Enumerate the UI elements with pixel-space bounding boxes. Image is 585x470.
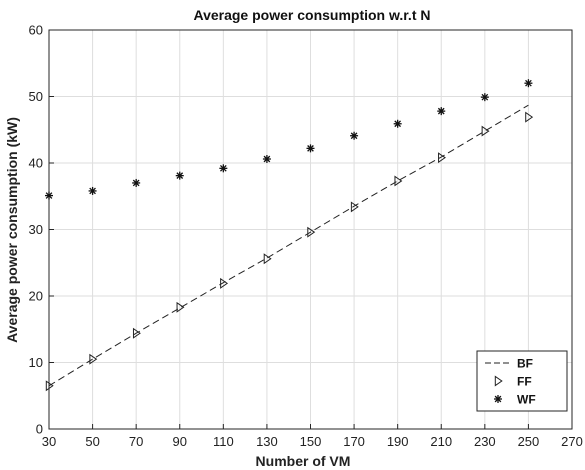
y-tick-label: 40 (29, 156, 43, 171)
x-axis: 30 50 70 90 110 130 150 170 190 210 230 250 270 (42, 424, 583, 449)
y-tick-label: 60 (29, 23, 43, 38)
series-wf-point (132, 178, 141, 187)
series-ff-point (394, 175, 403, 187)
legend-wf-swatch (494, 395, 502, 403)
x-axis-title: Number of VM (256, 453, 351, 469)
x-tick-label: 230 (474, 434, 496, 449)
series-layer (45, 79, 534, 392)
series-ff-point (45, 380, 54, 392)
series-ff-point (481, 125, 490, 137)
x-tick-label: 30 (42, 434, 56, 449)
series-wf-point (306, 144, 315, 153)
legend-box (476, 350, 568, 412)
x-tick-label: 150 (300, 434, 322, 449)
y-tick-label: 20 (29, 289, 43, 304)
x-tick-label: 250 (518, 434, 540, 449)
x-tick-label: 130 (256, 434, 278, 449)
x-tick-label: 210 (430, 434, 452, 449)
series-ff-point (132, 327, 141, 339)
series-ff-point (350, 201, 359, 213)
x-tick-label: 170 (343, 434, 365, 449)
series-wf-point (219, 164, 228, 173)
series-wf-point (45, 191, 53, 200)
legend-ff-label: FF (517, 375, 532, 389)
series-bf-line (48, 104, 529, 387)
x-tick-label: 270 (561, 434, 583, 449)
series-ff-point (307, 226, 316, 238)
series-wf-point (437, 107, 446, 116)
x-tick-label: 50 (85, 434, 99, 449)
y-tick-label: 30 (29, 222, 43, 237)
y-axis-title: Average power consumption (kW) (4, 117, 20, 343)
series-wf-point (88, 186, 97, 195)
series-wf-point (393, 119, 402, 128)
series-ff-point (220, 277, 229, 289)
legend-bf-label: BF (517, 357, 533, 371)
series-wf-point (480, 93, 489, 102)
legend: BF FF WF (476, 350, 568, 412)
series-ff-point (263, 253, 272, 265)
series-wf-point (262, 155, 271, 164)
y-axis: 0 10 20 30 40 50 60 (29, 23, 54, 437)
legend-ff-swatch (494, 375, 503, 387)
series-ff-point (176, 301, 185, 313)
x-tick-label: 110 (213, 434, 234, 449)
x-tick-label: 90 (173, 434, 187, 449)
x-tick-label: 190 (387, 434, 409, 449)
x-tick-label: 70 (129, 434, 143, 449)
legend-wf-label: WF (517, 393, 536, 407)
y-tick-label: 50 (29, 89, 43, 104)
y-tick-label: 0 (36, 422, 43, 437)
series-wf-point (350, 131, 359, 140)
series-ff-point (438, 152, 446, 164)
y-tick-label: 10 (29, 355, 43, 370)
series-ff-point (89, 353, 98, 365)
chart-title: Average power consumption w.r.t N (193, 7, 430, 23)
series-wf-point (175, 171, 184, 180)
series-ff-point (525, 111, 534, 123)
series-wf-point (524, 79, 533, 88)
